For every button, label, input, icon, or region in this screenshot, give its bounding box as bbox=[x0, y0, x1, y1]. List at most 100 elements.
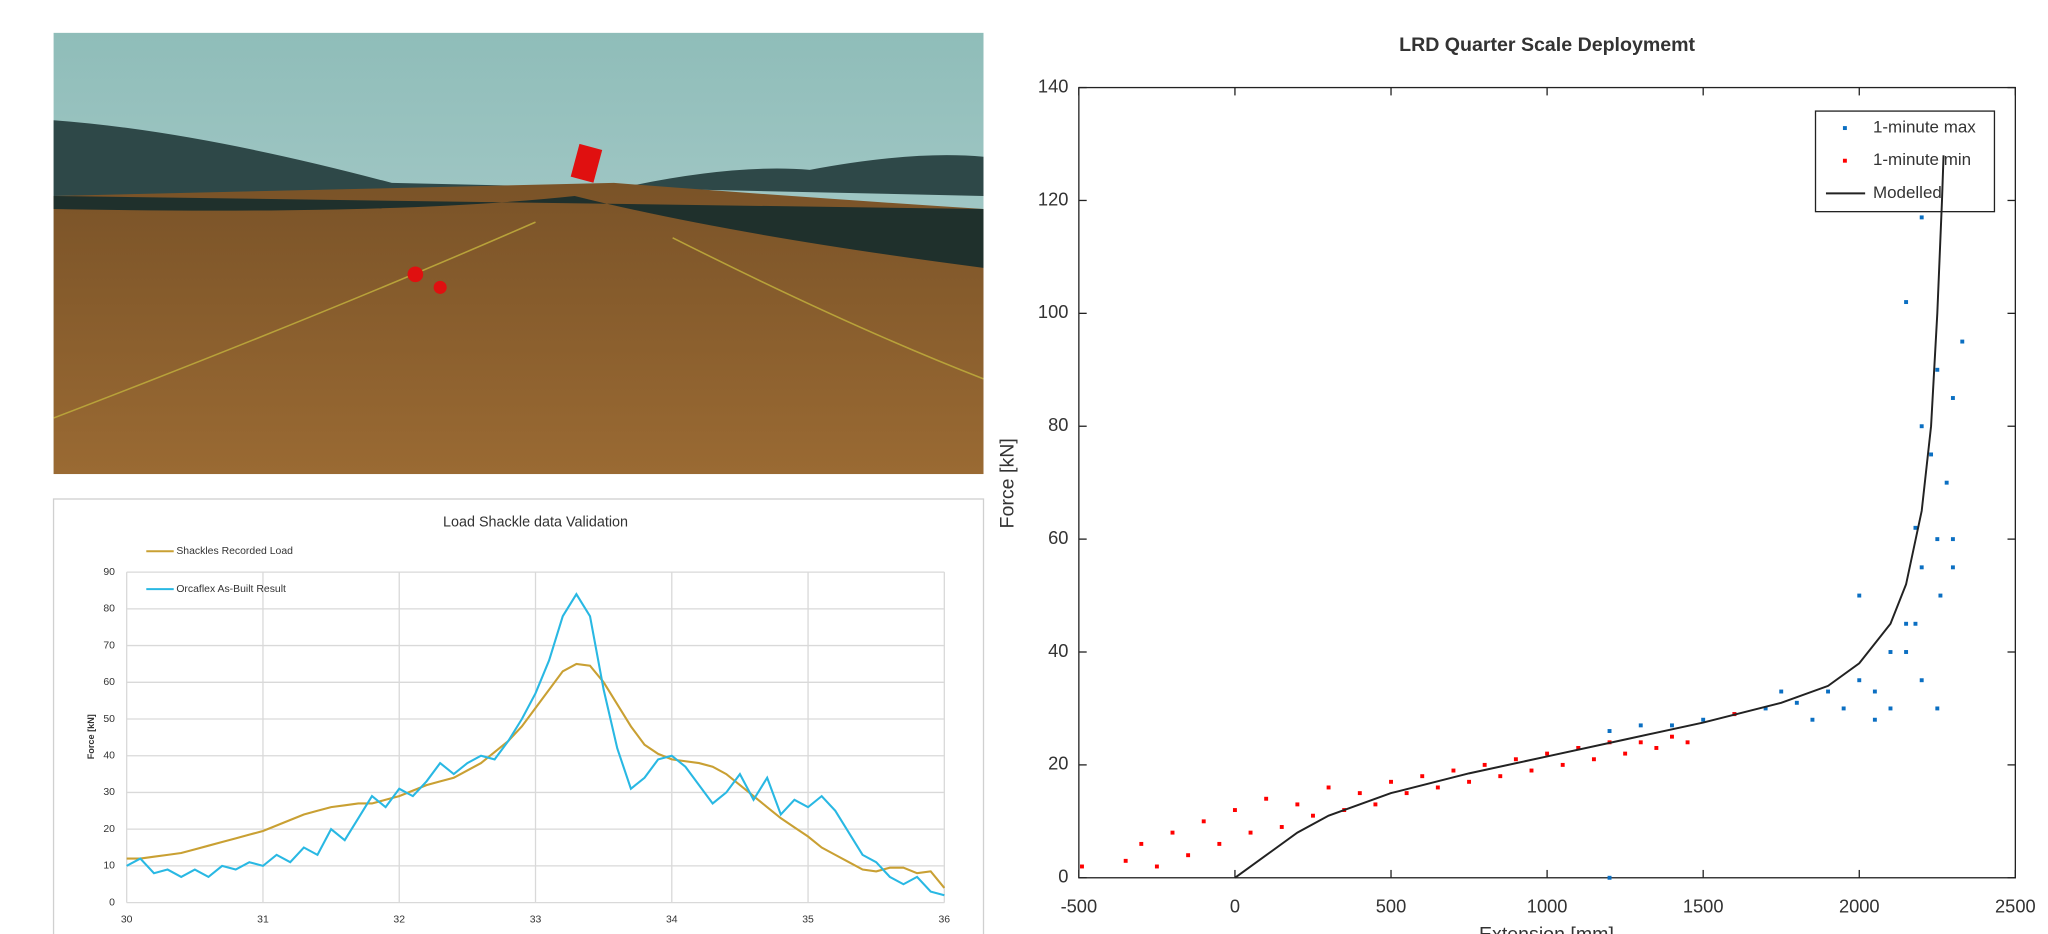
3d-render bbox=[53, 32, 984, 475]
scatter-point bbox=[1248, 830, 1253, 835]
scatter-point bbox=[1810, 717, 1815, 722]
scatter-point bbox=[1545, 751, 1550, 756]
scatter-point bbox=[1938, 593, 1943, 598]
legend-label: Modelled bbox=[1873, 183, 1942, 202]
scatter-point bbox=[1944, 480, 1949, 485]
scatter-point bbox=[1217, 841, 1222, 846]
scatter-point bbox=[1389, 779, 1393, 784]
y-tick-label: 30 bbox=[103, 787, 115, 798]
model-line bbox=[1234, 155, 1945, 879]
scatter-point bbox=[1186, 853, 1191, 858]
y-tick-label: 40 bbox=[103, 750, 115, 761]
scatter-point bbox=[1888, 706, 1893, 711]
scatter-point bbox=[1591, 757, 1596, 762]
y-tick-label: 60 bbox=[1048, 527, 1068, 548]
scatter-point bbox=[1935, 367, 1940, 372]
x-tick-label: 33 bbox=[530, 914, 542, 925]
x-tick-label: 34 bbox=[666, 914, 678, 925]
scatter-point bbox=[1794, 700, 1799, 705]
scatter-point bbox=[1913, 525, 1918, 530]
legend-label: 1-minute min bbox=[1873, 150, 1971, 169]
scatter-point bbox=[1654, 745, 1659, 750]
y-tick-label: 20 bbox=[1048, 753, 1068, 774]
y-tick-label: 70 bbox=[103, 640, 115, 651]
scatter-point bbox=[1607, 729, 1612, 733]
scatter-point bbox=[1404, 791, 1409, 796]
y-tick-label: 10 bbox=[103, 861, 115, 872]
scatter-point bbox=[1872, 717, 1877, 722]
chart-title: Load Shackle data Validation bbox=[443, 514, 628, 530]
scatter-point bbox=[1779, 689, 1784, 694]
legend-label: 1-minute max bbox=[1873, 118, 1976, 137]
scatter-point bbox=[1919, 215, 1924, 220]
y-tick-label: 20 bbox=[103, 824, 115, 835]
scatter-point bbox=[1857, 593, 1862, 598]
x-tick-label: 0 bbox=[1230, 896, 1240, 917]
scatter-point bbox=[1529, 768, 1534, 773]
y-tick-label: 60 bbox=[103, 677, 115, 688]
scatter-point bbox=[1935, 706, 1940, 711]
x-tick-label: 2500 bbox=[1995, 896, 2036, 917]
chart-title: LRD Quarter Scale Deploymemt bbox=[1399, 34, 1695, 56]
y-axis-label: Force [kN] bbox=[86, 714, 96, 759]
scatter-point bbox=[1201, 819, 1206, 824]
line-chart-frame bbox=[52, 498, 985, 934]
scatter-point bbox=[1670, 734, 1674, 739]
scatter-point bbox=[1482, 762, 1487, 767]
x-tick-label: 30 bbox=[121, 914, 133, 925]
y-tick-label: 50 bbox=[103, 714, 115, 725]
scatter-point bbox=[1950, 537, 1955, 542]
series-line bbox=[126, 592, 945, 897]
scatter-point bbox=[1935, 537, 1940, 542]
y-tick-label: 120 bbox=[1038, 188, 1068, 209]
x-tick-label: 1500 bbox=[1683, 896, 1724, 917]
scatter-point bbox=[1623, 751, 1628, 756]
scatter-point bbox=[1919, 424, 1924, 429]
y-tick-label: 90 bbox=[103, 567, 115, 578]
y-axis-label: Force [kN] bbox=[996, 438, 1018, 528]
x-axis-label: Extension [mm] bbox=[1479, 923, 1614, 934]
scatter-point bbox=[1326, 785, 1331, 790]
scatter-point bbox=[1841, 706, 1846, 711]
y-tick-label: 140 bbox=[1038, 75, 1068, 96]
y-tick-label: 0 bbox=[1058, 866, 1068, 887]
scatter-point bbox=[1888, 650, 1893, 654]
scatter-point bbox=[1420, 774, 1425, 779]
scatter-point bbox=[1872, 689, 1877, 694]
y-tick-label: 100 bbox=[1038, 301, 1068, 322]
scatter-point bbox=[1950, 565, 1955, 570]
scatter-point bbox=[1919, 565, 1924, 570]
scatter-point bbox=[1498, 774, 1503, 779]
legend-swatch bbox=[1842, 126, 1847, 131]
scatter-point bbox=[1435, 785, 1440, 790]
scatter-point bbox=[1560, 762, 1565, 767]
scatter-point bbox=[1904, 650, 1909, 654]
y-tick-label: 0 bbox=[109, 897, 115, 908]
scatter-point bbox=[1080, 864, 1084, 869]
scatter-point bbox=[1311, 813, 1315, 818]
scatter-point bbox=[1638, 740, 1643, 745]
legend-label: Orcaflex As-Built Result bbox=[176, 584, 286, 595]
x-tick-label: 36 bbox=[939, 914, 951, 925]
scatter-point bbox=[1232, 808, 1237, 813]
x-tick-label: -500 bbox=[1061, 896, 1098, 917]
scatter-point bbox=[1857, 678, 1862, 683]
y-tick-label: 80 bbox=[103, 604, 115, 615]
scatter-point bbox=[1670, 723, 1674, 728]
scatter-point bbox=[1638, 723, 1643, 728]
x-tick-label: 2000 bbox=[1839, 896, 1880, 917]
scatter-point bbox=[1960, 339, 1965, 344]
scatter-point bbox=[1607, 875, 1612, 880]
x-tick-label: 31 bbox=[257, 914, 269, 925]
scatter-point bbox=[1467, 779, 1472, 784]
scatter-point bbox=[1913, 621, 1918, 626]
scatter-point bbox=[1357, 791, 1362, 796]
scatter-point bbox=[1826, 689, 1831, 694]
scatter-point bbox=[1123, 858, 1128, 863]
x-tick-label: 1000 bbox=[1527, 896, 1568, 917]
legend-swatch bbox=[1842, 158, 1847, 163]
y-tick-label: 80 bbox=[1048, 414, 1068, 435]
scatter-point bbox=[1929, 452, 1934, 457]
scatter-point bbox=[1295, 802, 1300, 807]
